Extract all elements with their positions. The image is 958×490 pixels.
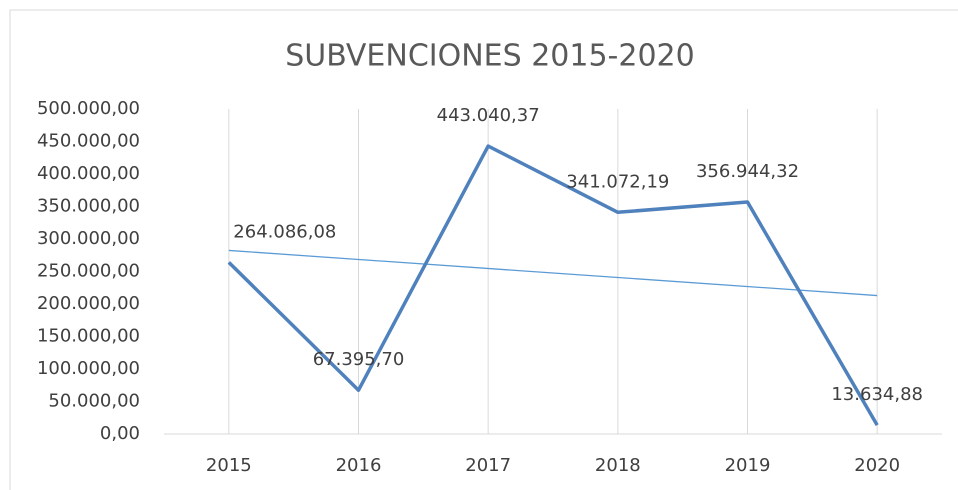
- y-tick-label: 300.000,00: [37, 228, 140, 249]
- x-tick-label: 2015: [206, 455, 252, 476]
- data-label: 341.072,19: [566, 171, 669, 192]
- chart-frame: [9, 9, 958, 490]
- trendline: [228, 249, 878, 297]
- y-tick-label: 50.000,00: [48, 391, 140, 412]
- x-tick-label: 2018: [595, 455, 641, 476]
- x-tick-label: 2016: [336, 455, 382, 476]
- y-tick-label: 350.000,00: [37, 196, 140, 217]
- x-tick-label: 2017: [465, 455, 511, 476]
- y-tick-label: 400.000,00: [37, 163, 140, 184]
- x-tick-label: 2020: [854, 455, 900, 476]
- chart-title: SUBVENCIONES 2015-2020: [285, 39, 694, 74]
- x-tick-label: 2019: [725, 455, 771, 476]
- data-line: [227, 144, 879, 427]
- y-tick-label: 200.000,00: [37, 293, 140, 314]
- data-label: 67.395,70: [313, 349, 405, 370]
- data-label: 356.944,32: [696, 161, 799, 182]
- y-tick-label: 0,00: [100, 423, 140, 444]
- data-label: 443.040,37: [437, 105, 540, 126]
- y-tick-label: 150.000,00: [37, 326, 140, 347]
- y-tick-label: 450.000,00: [37, 131, 140, 152]
- data-label: 264.086,08: [233, 221, 336, 242]
- y-tick-label: 500.000,00: [37, 98, 140, 119]
- y-tick-label: 250.000,00: [37, 261, 140, 282]
- y-tick-label: 100.000,00: [37, 358, 140, 379]
- data-label: 13.634,88: [831, 384, 923, 405]
